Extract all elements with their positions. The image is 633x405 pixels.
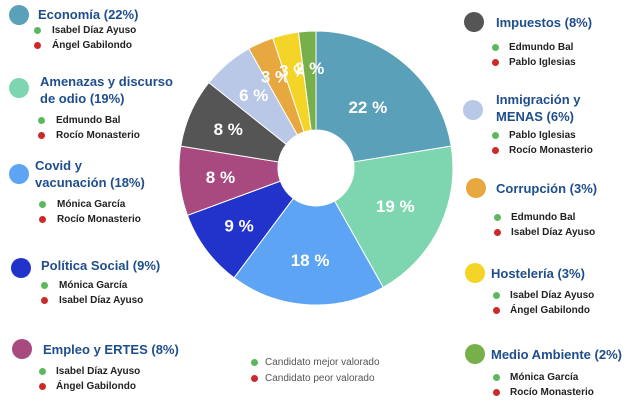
impuestos-worst: Pablo Iglesias <box>509 57 576 68</box>
empleo-worst-dot <box>39 383 46 390</box>
impuestos-title: Impuestos (8%) <box>496 15 593 30</box>
hosteleria-best: Isabel Díaz Ayuso <box>510 290 595 301</box>
politica-social-worst: Isabel Díaz Ayuso <box>59 295 144 306</box>
empleo-best-dot <box>39 368 46 375</box>
impuestos-best-dot <box>492 44 499 51</box>
inmigracion-best: Pablo Iglesias <box>509 130 576 141</box>
slice-3 <box>233 197 384 306</box>
slice-label-4: 9 % <box>224 216 253 235</box>
corrupcion-title: Corrupción (3%) <box>496 181 598 196</box>
covid-color-circle <box>9 164 29 184</box>
inmigracion-worst: Rocío Monasterio <box>509 145 593 156</box>
inmigracion-color-circle <box>463 100 483 120</box>
corrupcion-best: Edmundo Bal <box>511 212 576 223</box>
economia-title: Economía (22%) <box>38 7 139 22</box>
slice-label-3: 18 % <box>291 251 330 270</box>
legend-best-dot <box>251 359 258 366</box>
amenazas-worst: Rocío Monasterio <box>56 130 140 141</box>
slice-label-6: 8 % <box>214 120 243 139</box>
empleo-best: Isabel Díaz Ayuso <box>56 366 141 377</box>
covid-worst-dot <box>39 216 46 223</box>
inmigracion-title: Inmigración y MENAS (6%) <box>496 92 581 124</box>
slice-label-10: 2 % <box>295 59 324 78</box>
economia-best-dot <box>34 27 41 34</box>
politica-social-color-circle <box>11 258 31 278</box>
impuestos-best: Edmundo Bal <box>509 42 574 53</box>
medio-ambiente-best-dot <box>493 374 500 381</box>
medio-ambiente-worst-dot <box>493 389 500 396</box>
covid-title: Covid y vacunación (18%) <box>35 158 145 190</box>
inmigracion-best-dot <box>492 132 499 139</box>
corrupcion-color-circle <box>466 178 486 198</box>
empleo-worst: Ángel Gabilondo <box>56 381 136 392</box>
slice-label-1: 22 % <box>348 98 387 117</box>
legend-worst-dot <box>251 375 258 382</box>
corrupcion-worst-dot <box>494 229 501 236</box>
slice-2 <box>333 145 454 289</box>
slice-label-7: 6 % <box>239 86 268 105</box>
amenazas-worst-dot <box>38 132 45 139</box>
economia-worst-dot <box>34 42 41 49</box>
medio-ambiente-title: Medio Ambiente (2%) <box>491 347 622 362</box>
medio-ambiente-worst: Rocío Monasterio <box>510 387 594 398</box>
impuestos-worst-dot <box>492 59 499 66</box>
corrupcion-best-dot <box>494 214 501 221</box>
politica-social-best-dot <box>41 282 48 289</box>
empleo-color-circle <box>12 339 32 359</box>
medio-ambiente-color-circle <box>465 344 485 364</box>
inmigracion-worst-dot <box>492 147 499 154</box>
economia-color-circle <box>9 5 29 25</box>
slice-label-2: 19 % <box>376 197 415 216</box>
politica-social-best: Mónica García <box>59 280 128 291</box>
slice-1 <box>315 30 452 163</box>
corrupcion-worst: Isabel Díaz Ayuso <box>511 227 596 238</box>
covid-best: Mónica García <box>57 199 126 210</box>
legend-best: Candidato mejor valorado <box>265 357 380 368</box>
empleo-title: Empleo y ERTES (8%) <box>43 342 179 357</box>
hosteleria-color-circle <box>465 263 485 283</box>
hosteleria-best-dot <box>493 292 500 299</box>
politica-social-worst-dot <box>41 297 48 304</box>
amenazas-title: Amenazas y discurso de odio (19%) <box>40 74 173 106</box>
slice-10 <box>297 30 317 131</box>
legend-worst: Candidato peor valorado <box>265 373 375 384</box>
amenazas-color-circle <box>9 78 29 98</box>
politica-social-title: Política Social (9%) <box>41 258 161 273</box>
amenazas-best-dot <box>38 117 45 124</box>
hosteleria-title: Hostelería (3%) <box>491 266 585 281</box>
amenazas-best: Edmundo Bal <box>56 115 121 126</box>
impuestos-color-circle <box>464 12 484 32</box>
slice-label-8: 3 % <box>261 68 290 87</box>
hosteleria-worst: Ángel Gabilondo <box>510 305 590 316</box>
medio-ambiente-best: Mónica García <box>510 372 579 383</box>
covid-worst: Rocío Monasterio <box>57 214 141 225</box>
economia-worst: Ángel Gabilondo <box>52 40 132 51</box>
slice-label-9: 3 % <box>279 62 308 81</box>
hosteleria-worst-dot <box>493 307 500 314</box>
covid-best-dot <box>39 201 46 208</box>
economia-best: Isabel Díaz Ayuso <box>52 25 137 36</box>
slice-label-5: 8 % <box>206 168 235 187</box>
